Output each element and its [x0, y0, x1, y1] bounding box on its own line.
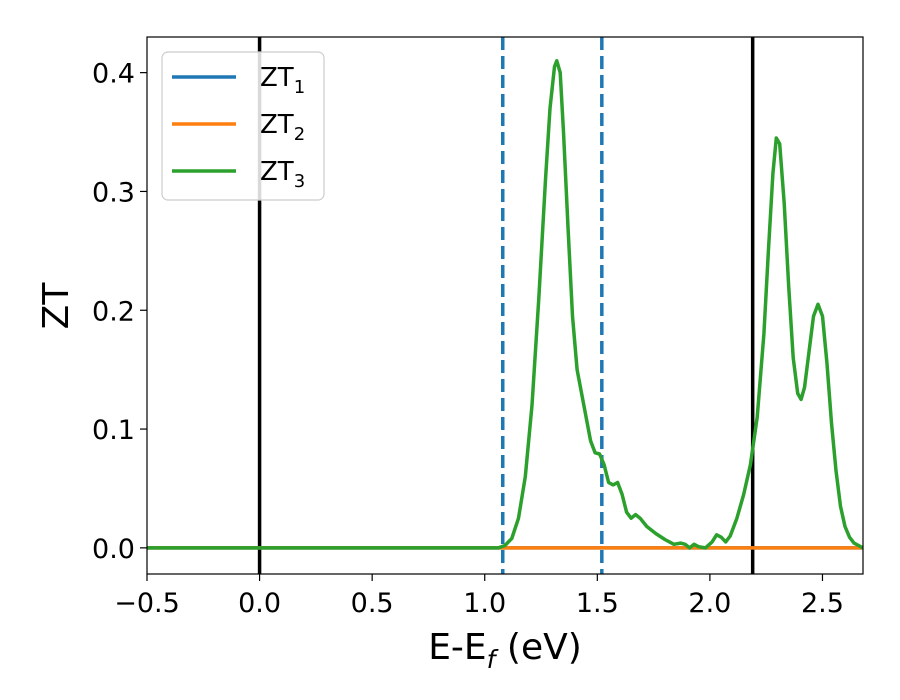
x-axis-label: E-Ef (eV) [428, 627, 582, 674]
x-tick-label: 0.0 [238, 588, 281, 619]
legend-frame [161, 51, 325, 201]
x-tick-label: 0.5 [351, 588, 394, 619]
legend-label-zt1: ZT1 [260, 63, 305, 98]
legend-label-zt2: ZT2 [260, 110, 305, 145]
y-tick-label: 0.0 [92, 534, 135, 565]
x-tick-label: 2.5 [801, 588, 844, 619]
x-tick-label: −0.5 [114, 588, 180, 619]
plot-frame [146, 36, 864, 575]
series-line-zt3 [147, 59, 863, 550]
y-tick-label: 0.1 [92, 415, 135, 446]
legend: ZT1 ZT2 ZT3 [161, 51, 325, 201]
x-tick-label: 1.0 [463, 588, 506, 619]
y-tick-label: 0.4 [92, 59, 135, 90]
y-axis-label: ZT [36, 282, 77, 330]
x-tick-label: 1.5 [576, 588, 619, 619]
y-tick-label: 0.2 [92, 296, 135, 327]
y-tick-label: 0.3 [92, 177, 135, 208]
legend-label-zt3: ZT3 [260, 157, 305, 192]
x-tick-label: 2.0 [688, 588, 731, 619]
